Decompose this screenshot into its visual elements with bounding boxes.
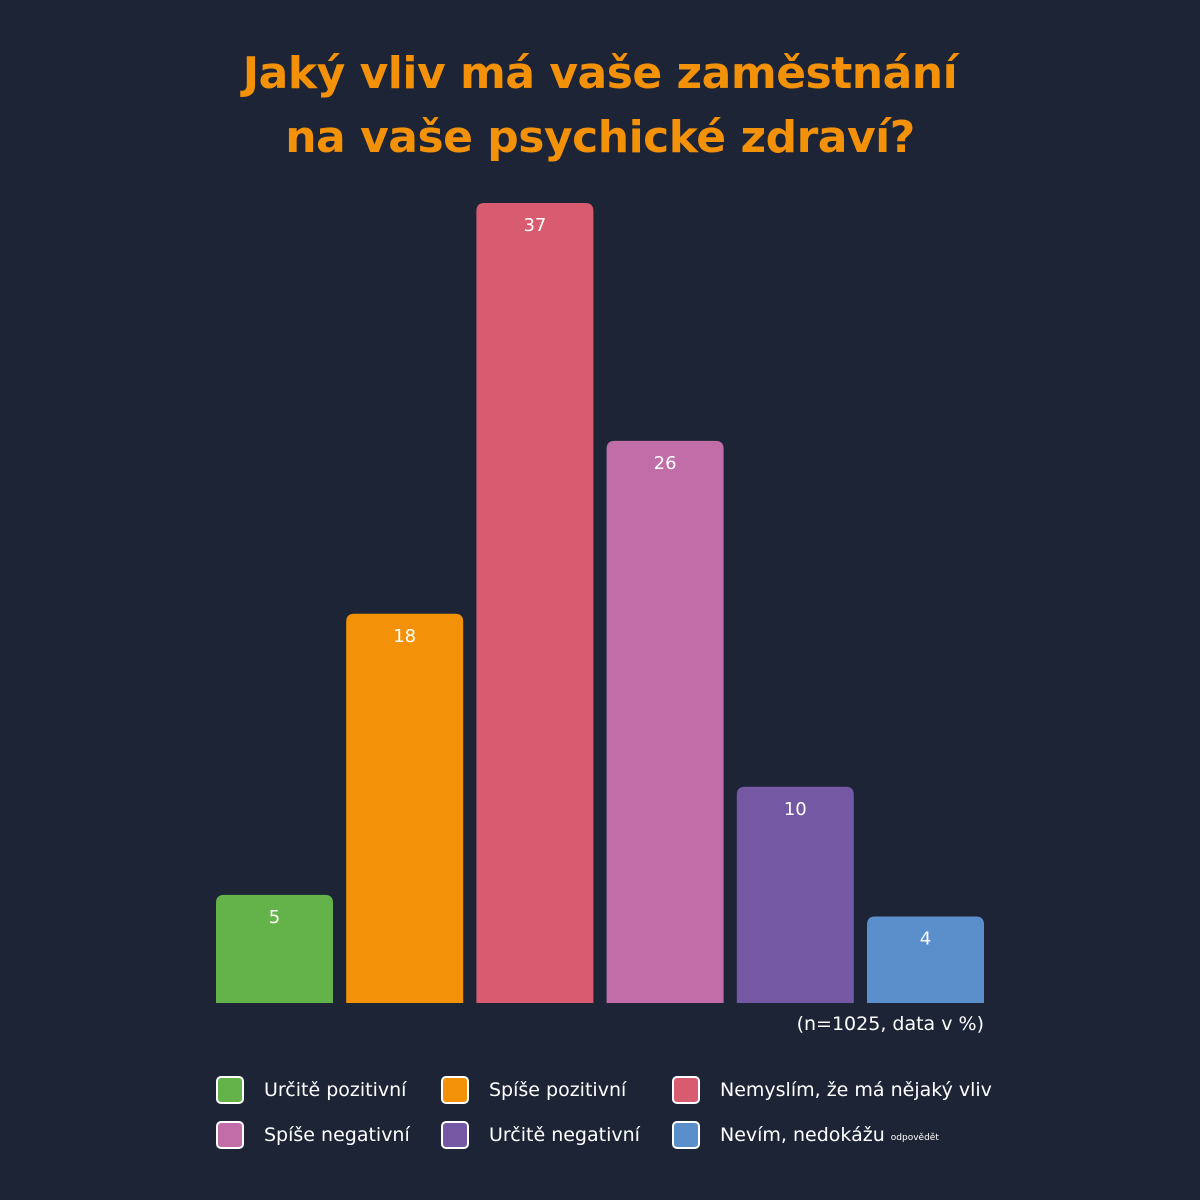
bar-3 (476, 203, 594, 1003)
sample-note: (n=1025, data v %) (796, 1013, 984, 1035)
bar-value-label-2: 18 (393, 626, 416, 647)
bar-6 (867, 916, 984, 1003)
bar-value-label-1: 5 (269, 907, 280, 928)
bar-4 (606, 440, 724, 1003)
bar-value-label-6: 4 (920, 929, 931, 950)
chart-title: Jaký vliv má vaše zaměstnání na vaše psy… (0, 42, 1200, 170)
chart-title-line-1: Jaký vliv má vaše zaměstnání (242, 48, 958, 99)
bar-value-label-4: 26 (654, 453, 677, 474)
chart-title-line-2: na vaše psychické zdraví? (285, 112, 915, 163)
bar-1 (216, 894, 333, 1003)
bar-5 (736, 786, 854, 1003)
bar-value-label-5: 10 (784, 799, 807, 820)
bar-2 (346, 613, 464, 1003)
bar-value-label-3: 37 (523, 215, 546, 236)
